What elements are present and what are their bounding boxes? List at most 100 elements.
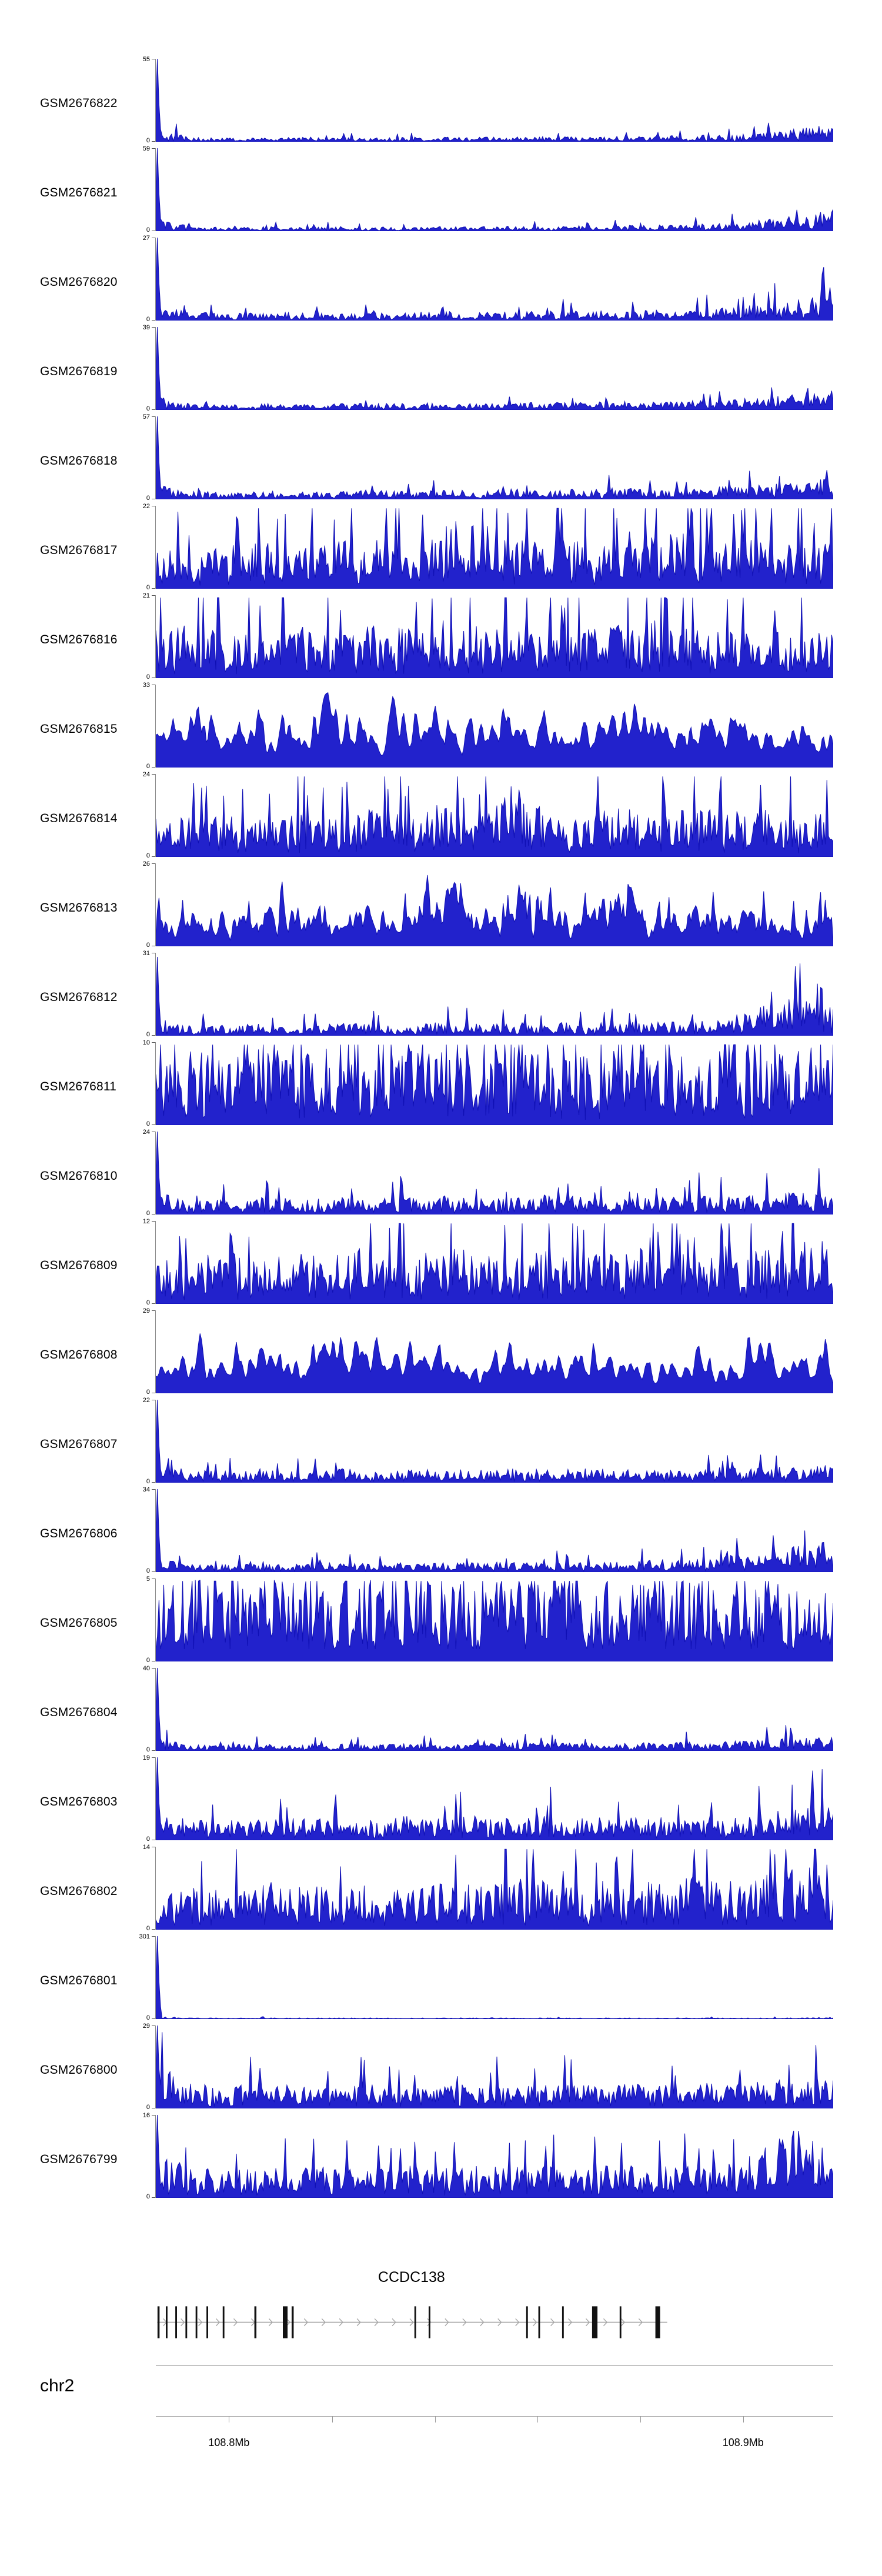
coverage-track-row: GSM2676817 22 0 (0, 503, 882, 595)
track-label: GSM2676802 (40, 1884, 118, 1898)
track-plot-area: 19 0 (143, 1755, 833, 1843)
strand-arrow-icon (586, 2318, 590, 2327)
coverage-area-path (156, 1757, 833, 1840)
track-label: GSM2676801 (40, 1974, 118, 1987)
y-axis-top-tick (152, 1668, 155, 1669)
y-axis-zero-tick (152, 1303, 155, 1304)
strand-arrow-icon (550, 2318, 555, 2327)
exon (195, 2306, 198, 2338)
track-plot-area: 12 0 (143, 1219, 833, 1306)
y-axis-top-tick (152, 1221, 155, 1222)
y-axis-max-label: 22 (142, 1397, 150, 1404)
y-axis-max-label: 14 (142, 1844, 150, 1851)
y-axis-max-label: 24 (142, 771, 150, 778)
y-axis-top-tick (152, 148, 155, 149)
track-label: GSM2676815 (40, 722, 118, 736)
y-axis-zero-label: 0 (146, 1389, 150, 1396)
y-axis-zero-label: 0 (146, 1567, 150, 1574)
y-axis-zero-label: 0 (146, 226, 150, 233)
exon (291, 2306, 294, 2338)
track-plot-area: 301 0 (139, 1934, 833, 2021)
track-label: GSM2676821 (40, 186, 118, 199)
y-axis-zero-label: 0 (146, 942, 150, 949)
y-axis-zero-label: 0 (146, 673, 150, 680)
y-axis-zero-tick (152, 1929, 155, 1930)
y-axis-zero-tick (152, 2197, 155, 2198)
coverage-track-row: GSM2676807 22 0 (0, 1397, 882, 1489)
track-plot-area: 24 0 (143, 1129, 833, 1217)
track-plot-area: 22 0 (143, 1397, 833, 1485)
track-label: GSM2676800 (40, 2063, 118, 2077)
track-label: GSM2676799 (40, 2153, 118, 2166)
track-plot-area: 57 0 (143, 414, 833, 502)
y-axis-zero-label: 0 (146, 1299, 150, 1306)
y-axis-line (155, 1310, 156, 1393)
coverage-histogram (156, 1132, 833, 1214)
gene-name-label: CCDC138 (377, 2269, 445, 2285)
exon (592, 2306, 598, 2338)
coverage-area-path (156, 416, 833, 499)
strand-arrow-icon (515, 2318, 520, 2327)
strand-arrow-icon (568, 2318, 573, 2327)
y-axis-zero-label: 0 (146, 2104, 150, 2111)
y-axis-max-label: 19 (142, 1754, 150, 1761)
track-plot-area: 34 0 (143, 1487, 833, 1574)
track-plot-area: 55 0 (143, 56, 833, 144)
exon (283, 2306, 288, 2338)
strand-arrow-icon (409, 2318, 414, 2327)
coverage-area-path (156, 1580, 833, 1661)
exon (562, 2306, 564, 2338)
track-plot-area: 21 0 (143, 593, 833, 680)
y-axis-max-label: 33 (142, 682, 150, 689)
coverage-histogram (156, 327, 833, 410)
strand-arrow-icon (480, 2318, 485, 2327)
y-axis-max-label: 29 (142, 1307, 150, 1314)
coverage-track-row: GSM2676813 26 0 (0, 861, 882, 953)
axis-tick-label: 108.8Mb (208, 2437, 250, 2448)
exon (538, 2306, 540, 2338)
track-plot-area: 10 0 (143, 1040, 833, 1127)
y-axis-max-label: 27 (142, 235, 150, 242)
y-axis-zero-tick (152, 588, 155, 589)
coverage-track-row: GSM2676822 55 0 (0, 56, 882, 148)
strand-arrow-icon (427, 2318, 432, 2327)
y-axis-top-tick (152, 1757, 155, 1758)
y-axis-max-label: 59 (142, 145, 150, 152)
coverage-track-row: GSM2676800 29 0 (0, 2023, 882, 2115)
coverage-track-row: GSM2676815 33 0 (0, 682, 882, 774)
y-axis-zero-label: 0 (146, 1120, 150, 1127)
y-axis-max-label: 55 (142, 56, 150, 63)
y-axis-zero-label: 0 (146, 852, 150, 859)
y-axis-zero-tick (152, 767, 155, 768)
y-axis-zero-label: 0 (146, 763, 150, 770)
y-axis-zero-label: 0 (146, 405, 150, 412)
coverage-histogram (156, 1042, 833, 1125)
track-label: GSM2676811 (40, 1080, 117, 1093)
strand-arrow-icon (638, 2318, 643, 2327)
track-label: GSM2676807 (40, 1437, 118, 1451)
y-axis-zero-label: 0 (146, 1210, 150, 1217)
y-axis-zero-tick (152, 1571, 155, 1572)
y-axis-top-tick (152, 1489, 155, 1490)
exon (206, 2306, 208, 2338)
y-axis-top-tick (152, 1310, 155, 1311)
coverage-track-row: GSM2676816 21 0 (0, 593, 882, 685)
strand-arrow-icon (303, 2318, 308, 2327)
y-axis-zero-tick (152, 1750, 155, 1751)
data-tracks-panel: GSM2676822 55 0 GSM2676821 59 0 GSM26768… (0, 56, 882, 2204)
coverage-area-path (156, 875, 833, 946)
strand-arrow-icon (462, 2318, 467, 2327)
strand-arrow-icon (321, 2318, 326, 2327)
coverage-histogram (156, 506, 833, 589)
track-label: GSM2676806 (40, 1527, 118, 1540)
gene-model (157, 2306, 667, 2338)
axis-tick (537, 2417, 538, 2422)
y-axis-zero-tick (152, 409, 155, 410)
track-label: GSM2676814 (40, 812, 118, 825)
y-axis-max-label: 301 (139, 1933, 150, 1940)
coverage-area-path (156, 1045, 833, 1125)
y-axis-zero-label: 0 (146, 1925, 150, 1932)
coverage-track-row: GSM2676801 301 0 (0, 1934, 882, 2026)
coverage-histogram (156, 59, 833, 142)
